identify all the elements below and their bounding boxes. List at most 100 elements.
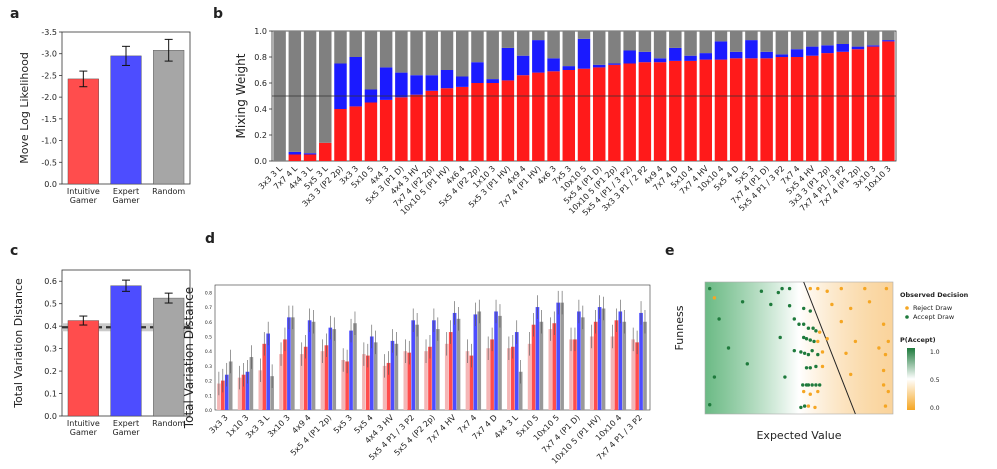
a-ytick-label: -2.0	[41, 93, 57, 102]
b-bar-intuitive	[319, 142, 332, 161]
a-xtick-line: Gamer	[112, 196, 140, 205]
b-bar-random	[516, 31, 530, 56]
b-bar-intuitive	[821, 53, 834, 161]
e-reject-point	[853, 339, 858, 344]
b-bar-random	[623, 31, 636, 51]
b-bar-intuitive	[851, 49, 865, 162]
d-bar-random	[518, 371, 523, 410]
b-bar-random	[532, 31, 545, 41]
d-bar-intuitive	[490, 339, 494, 410]
d-bar-observed	[569, 339, 573, 410]
e-accept-point	[814, 364, 818, 369]
b-ytick-label: 0.8	[254, 53, 267, 62]
e-accept-point	[797, 322, 801, 326]
a-xtick-line: Intuitive	[67, 187, 100, 196]
b-ytick-label: 0.6	[254, 79, 267, 88]
a-xtick-label: Intuitive Gamer	[67, 187, 100, 205]
e-accept-point	[740, 300, 745, 304]
b-bar-intuitive	[486, 83, 499, 161]
b-bar-expert	[775, 54, 789, 57]
e-reject-point	[712, 296, 717, 300]
b-bar-intuitive	[882, 41, 895, 161]
b-bar-expert	[684, 55, 697, 61]
d-ylabel: Total Variation Distance	[182, 287, 196, 429]
b-bar-intuitive	[714, 59, 728, 161]
b-bar-expert	[851, 46, 865, 50]
e-accept-point	[759, 289, 764, 293]
e-accept-point	[776, 290, 781, 295]
b-bar-intuitive	[303, 154, 317, 161]
d-bar-intuitive	[303, 346, 308, 410]
b-bar-expert	[866, 45, 880, 47]
d-ytick-label: 0.7	[205, 305, 212, 311]
b-bar-random	[806, 31, 819, 47]
a-bar	[67, 78, 99, 185]
a-ytick-label: -1.0	[41, 137, 57, 146]
b-bar-intuitive	[790, 57, 804, 161]
c-ytick-label: 0.4	[44, 322, 57, 331]
e-accept-point	[816, 352, 820, 357]
e-accept-point	[804, 366, 809, 370]
b-bar-expert	[440, 70, 454, 89]
d-bar-intuitive	[324, 345, 329, 410]
d-bar-observed	[507, 348, 511, 410]
b-bar-random	[882, 31, 895, 41]
e-reject-point	[867, 300, 872, 304]
b-bar-expert	[608, 63, 621, 65]
d-bar-random	[539, 321, 544, 410]
b-bar-intuitive	[866, 46, 880, 161]
d-bar-intuitive	[407, 352, 412, 410]
d-bar-observed	[444, 343, 449, 410]
d-ytick-label: 0.0	[205, 408, 212, 414]
e-reject-point	[863, 286, 867, 291]
b-bar-expert	[410, 75, 423, 95]
d-bar-random	[477, 311, 482, 410]
b-bar-expert	[547, 58, 560, 72]
e-legend-label: Reject Draw	[913, 304, 953, 312]
d-xtick-label: 3x3 3 L	[244, 413, 272, 441]
b-bar-intuitive	[501, 80, 515, 161]
d-bar-random	[270, 376, 274, 410]
d-bar-random	[601, 308, 606, 410]
b-bar-expert	[836, 44, 849, 52]
b-bar-expert	[532, 40, 545, 73]
b-bar-intuitive	[456, 86, 469, 161]
d-bar-expert	[494, 311, 498, 410]
d-bar-expert	[287, 317, 291, 410]
d-bar-observed	[279, 354, 283, 410]
b-bar-random	[303, 31, 317, 154]
e-accept-point	[802, 335, 806, 340]
d-ytick-label: 0.5	[205, 334, 212, 340]
c-xtick-line: Gamer	[112, 428, 140, 437]
e-legend-title: Observed Decision	[900, 291, 969, 299]
b-bar-expert	[395, 72, 408, 98]
d-bar-observed	[631, 339, 635, 410]
a-ytick-label: 0.0	[44, 180, 57, 189]
e-accept-point	[812, 339, 816, 344]
c-bar	[153, 297, 185, 417]
b-bar-random	[608, 31, 621, 64]
b-bar-intuitive	[471, 83, 484, 161]
d-bar-intuitive	[573, 339, 577, 410]
e-reject-point	[816, 286, 820, 291]
d-bar-intuitive	[448, 332, 453, 410]
b-bar-random	[836, 31, 849, 44]
d-bar-observed	[341, 360, 345, 410]
e-accept-point	[811, 326, 815, 330]
b-bar-random	[866, 31, 880, 46]
b-bar-expert	[379, 67, 393, 100]
e-accept-point	[808, 366, 812, 370]
d-bar-observed	[589, 336, 594, 410]
e-accept-point	[804, 337, 809, 341]
c-xtick-line: Random	[152, 419, 185, 428]
e-accept-point	[814, 383, 818, 387]
b-bar-intuitive	[669, 60, 682, 161]
d-bar-random	[373, 342, 378, 410]
b-ytick-label: 1.0	[254, 27, 267, 36]
c-ytick-label: 0.2	[44, 367, 57, 376]
c-xtick-label: Random	[152, 419, 185, 428]
a-ytick-label: -3.0	[41, 50, 57, 59]
b-bar-intuitive	[532, 72, 545, 161]
e-reject-point	[817, 330, 822, 334]
